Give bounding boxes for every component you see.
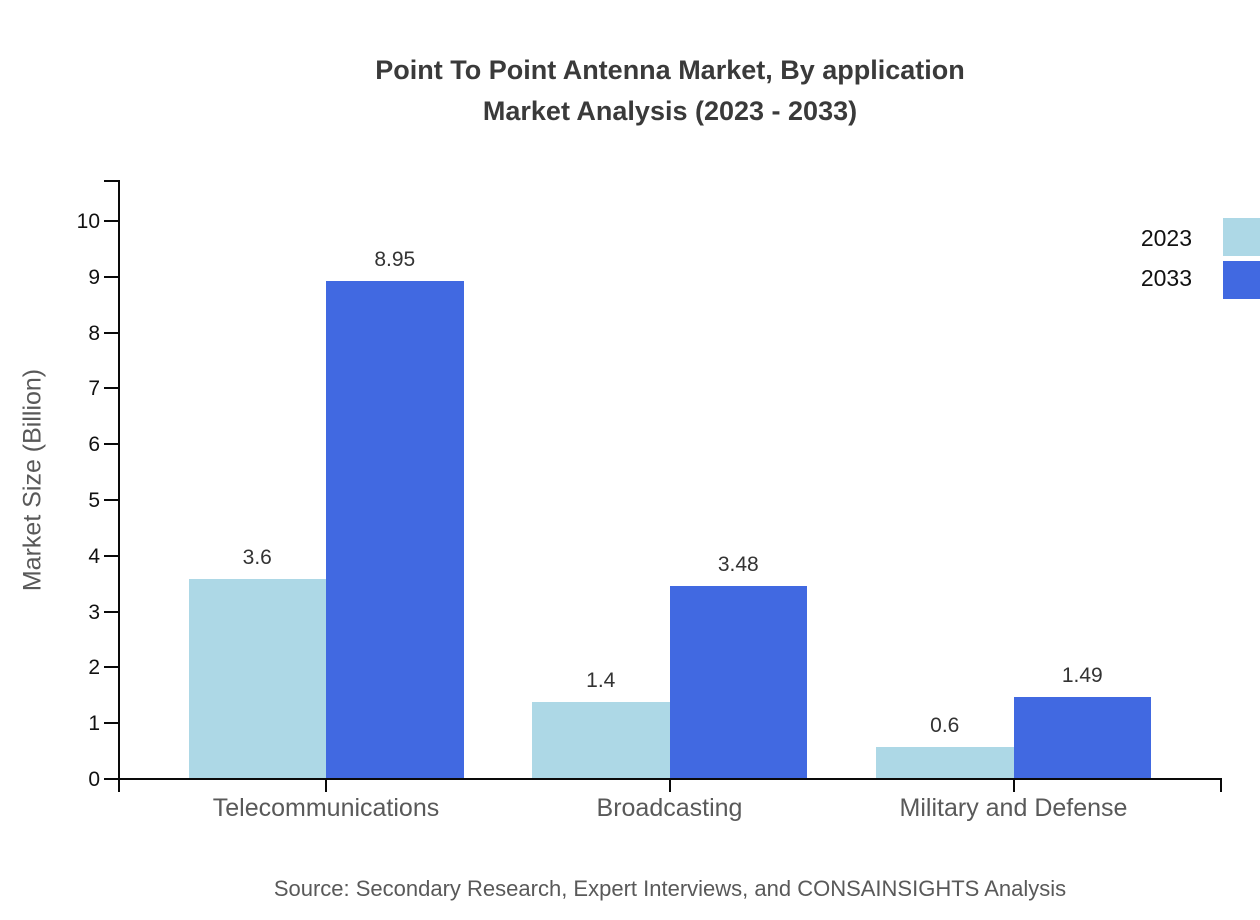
x-axis-tick <box>1012 778 1015 792</box>
y-axis-tick-label: 2 <box>88 656 100 680</box>
chart-title-line-2: Market Analysis (2023 - 2033) <box>482 96 858 126</box>
legend-swatch-2023 <box>1223 218 1260 256</box>
bar-value-label: 1.49 <box>1061 663 1103 687</box>
y-axis-tick-label: 5 <box>88 489 100 512</box>
y-axis-tick <box>104 387 118 390</box>
y-axis-tick-label: 9 <box>88 265 100 289</box>
chart-title: Point To Point Antenna Market, By applic… <box>118 50 1222 132</box>
bar-2023-telecommunications <box>188 579 326 780</box>
y-axis-tick <box>104 331 118 334</box>
y-axis-tick <box>104 666 118 669</box>
y-axis-tick-label: 3 <box>88 600 100 624</box>
y-axis-tick-label: 8 <box>88 321 100 345</box>
y-axis-tick-label: 7 <box>88 377 100 401</box>
y-axis-tick <box>104 778 118 780</box>
y-axis-tick <box>104 610 118 613</box>
x-axis-tick <box>325 778 327 792</box>
category-label-military-and-defense: Military and Defense <box>899 794 1128 822</box>
y-axis-tick-label: 4 <box>88 544 100 568</box>
bar-value-label: 1.4 <box>586 668 616 692</box>
y-axis-tick-label: 6 <box>88 433 100 457</box>
bar-value-label: 3.48 <box>717 552 759 576</box>
bar-2033-military-and-defense <box>1013 696 1151 780</box>
bar-2023-military-and-defense <box>876 746 1014 780</box>
y-axis-tick <box>104 499 118 501</box>
bar-2033-broadcasting <box>669 585 807 780</box>
x-axis-tick <box>668 778 671 792</box>
bar-2033-telecommunications <box>326 280 464 780</box>
y-axis-end-tick <box>104 180 118 182</box>
category-label-broadcasting: Broadcasting <box>596 794 743 822</box>
x-axis-end-tick <box>1220 778 1222 792</box>
bar-2023-broadcasting <box>532 701 670 780</box>
bar-value-label: 0.6 <box>930 713 960 737</box>
chart-title-line-1: Point To Point Antenna Market, By applic… <box>375 55 965 85</box>
y-axis-tick <box>104 554 118 557</box>
bar-value-label: 8.95 <box>374 247 416 271</box>
y-axis-tick <box>104 220 118 222</box>
legend-label-2033: 2033 <box>1140 265 1192 291</box>
y-axis-tick-label: 1 <box>88 712 100 736</box>
bar-value-label: 3.6 <box>242 546 272 570</box>
legend-swatch-2033 <box>1223 261 1260 299</box>
y-axis-line <box>118 180 120 792</box>
y-axis-tick-label: 10 <box>76 210 100 233</box>
y-axis-tick <box>104 443 118 446</box>
plot-area: 3.6 1.4 0.6 8.95 3.48 1.49 0 1 2 3 4 5 6 7 8 9 10 Telecom… <box>77 180 1222 822</box>
category-label-telecommunications: Telecommunications <box>212 794 440 822</box>
legend-label-2023: 2023 <box>1140 225 1192 251</box>
source-note: Source: Secondary Research, Expert Inter… <box>273 876 1067 901</box>
y-axis-tick <box>104 722 118 725</box>
y-axis-tick <box>104 275 118 278</box>
y-axis-tick-label: 0 <box>88 768 100 791</box>
